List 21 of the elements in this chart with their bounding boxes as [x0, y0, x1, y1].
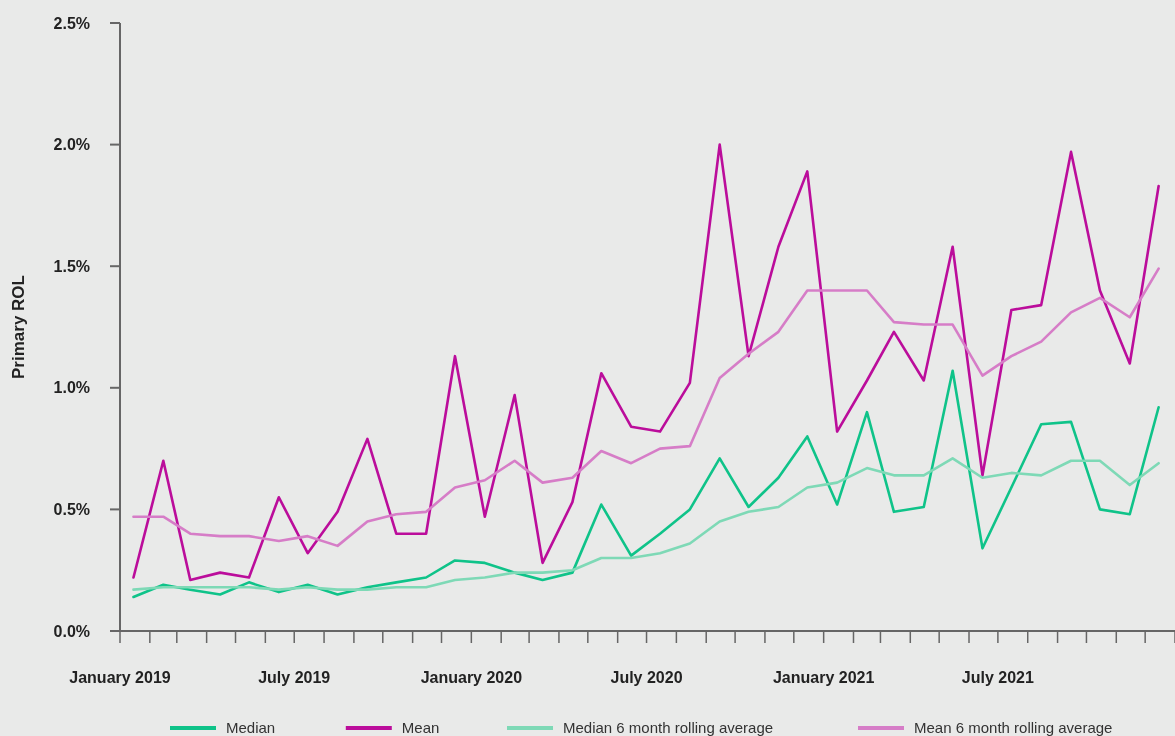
x-tick-label: July 2020: [610, 669, 683, 686]
legend-label: Mean 6 month rolling average: [914, 719, 1113, 736]
x-tick-label: January 2019: [69, 669, 171, 686]
line-series: [132, 457, 1160, 591]
line-series: [132, 267, 1160, 548]
x-tick-label: July 2019: [258, 669, 331, 686]
line-series: [132, 369, 1160, 599]
legend-label: Median 6 month rolling average: [563, 719, 774, 736]
legend-label: Median: [226, 719, 276, 736]
x-tick-label: January 2021: [772, 669, 875, 686]
y-tick-label: 1.5%: [53, 257, 90, 275]
x-tick-label: July 2021: [961, 669, 1035, 686]
y-tick-label: 1.0%: [53, 379, 90, 397]
y-tick-label: 2.0%: [53, 136, 90, 154]
x-tick-label: January 2020: [420, 669, 523, 686]
y-axis-title: Primary ROL: [9, 275, 28, 379]
y-tick-label: 2.5%: [53, 14, 90, 32]
legend-label: Mean: [401, 719, 440, 736]
y-tick-label: 0.5%: [53, 501, 90, 518]
line-series: [132, 143, 1160, 582]
y-tick-label: 0.0%: [53, 622, 90, 640]
